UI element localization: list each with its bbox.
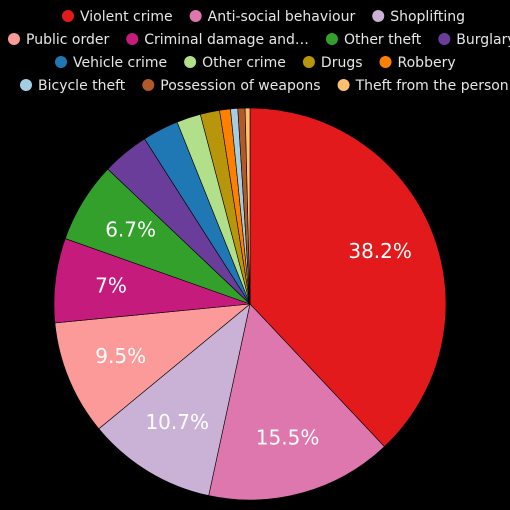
legend-label: Other crime (202, 55, 286, 71)
slice-labels: 38.2% 15.5% 10.7% 9.5% 7% 6.7% (95, 217, 412, 449)
legend-item-violent-crime[interactable]: Violent crime (62, 9, 173, 25)
slice-label-criminal-damage-and: 7% (95, 273, 127, 297)
legend-label: Anti-social behaviour (208, 9, 356, 25)
legend-swatch (126, 33, 139, 45)
legend-label: Theft from the person (355, 78, 509, 94)
legend-item-drugs[interactable]: Drugs (302, 55, 363, 71)
legend-label: Criminal damage and… (144, 32, 309, 48)
legend-swatch (62, 10, 74, 22)
slice-public-order[interactable] (54, 303, 251, 430)
legend-swatch (325, 33, 338, 45)
legend-swatch (189, 10, 202, 22)
slice-shoplifting[interactable] (98, 303, 251, 496)
slice-anti-social-behaviour[interactable] (208, 303, 385, 501)
legend-label: Possession of weapons (160, 78, 320, 94)
legend-label: Violent crime (80, 9, 173, 25)
legend-swatch (142, 79, 155, 91)
slice-violent-crime[interactable] (249, 107, 447, 448)
pie-slices (53, 107, 447, 501)
legend-swatch (184, 56, 197, 68)
legend-swatch (372, 10, 385, 22)
legend-label: Vehicle crime (73, 55, 167, 71)
legend-swatch (55, 56, 67, 68)
slice-label-anti-social-behaviour: 15.5% (256, 425, 320, 449)
legend-item-theft-from-the-person[interactable]: Theft from the person (337, 78, 509, 94)
legend-item-public-order[interactable]: Public order (8, 32, 109, 48)
legend-label: Shoplifting (390, 9, 465, 25)
slice-theft-from-the-person[interactable] (244, 107, 251, 305)
legend-item-other-theft[interactable]: Other theft (325, 32, 422, 48)
legend-label: Burglary (456, 32, 510, 48)
legend-swatch (337, 79, 350, 91)
legend-label: Bicycle theft (38, 78, 126, 94)
legend-item-shoplifting[interactable]: Shoplifting (372, 9, 465, 25)
slice-label-shoplifting: 10.7% (145, 410, 209, 434)
legend-item-other-crime[interactable]: Other crime (184, 55, 286, 71)
slice-label-public-order: 9.5% (95, 344, 146, 368)
legend-swatch (20, 79, 32, 91)
slice-label-violent-crime: 38.2% (348, 239, 412, 263)
legend-item-burglary[interactable]: Burglary (438, 32, 510, 48)
legend: Violent crime Anti-social behaviour Shopli… (8, 9, 510, 94)
slice-label-other-theft: 6.7% (105, 217, 156, 241)
legend-label: Public order (26, 32, 109, 48)
legend-label: Drugs (321, 55, 363, 71)
legend-label: Robbery (398, 55, 456, 71)
legend-swatch (302, 56, 315, 68)
legend-item-vehicle-crime[interactable]: Vehicle crime (55, 55, 167, 71)
legend-label: Other theft (344, 32, 422, 48)
legend-item-bicycle-theft[interactable]: Bicycle theft (20, 78, 126, 94)
legend-swatch (8, 33, 20, 45)
legend-item-criminal-damage-and[interactable]: Criminal damage and… (126, 32, 309, 48)
legend-swatch (438, 33, 451, 45)
legend-item-robbery[interactable]: Robbery (379, 55, 456, 71)
legend-swatch (379, 56, 392, 68)
legend-item-possession-of-weapons[interactable]: Possession of weapons (142, 78, 321, 94)
legend-item-anti-social-behaviour[interactable]: Anti-social behaviour (189, 9, 356, 25)
